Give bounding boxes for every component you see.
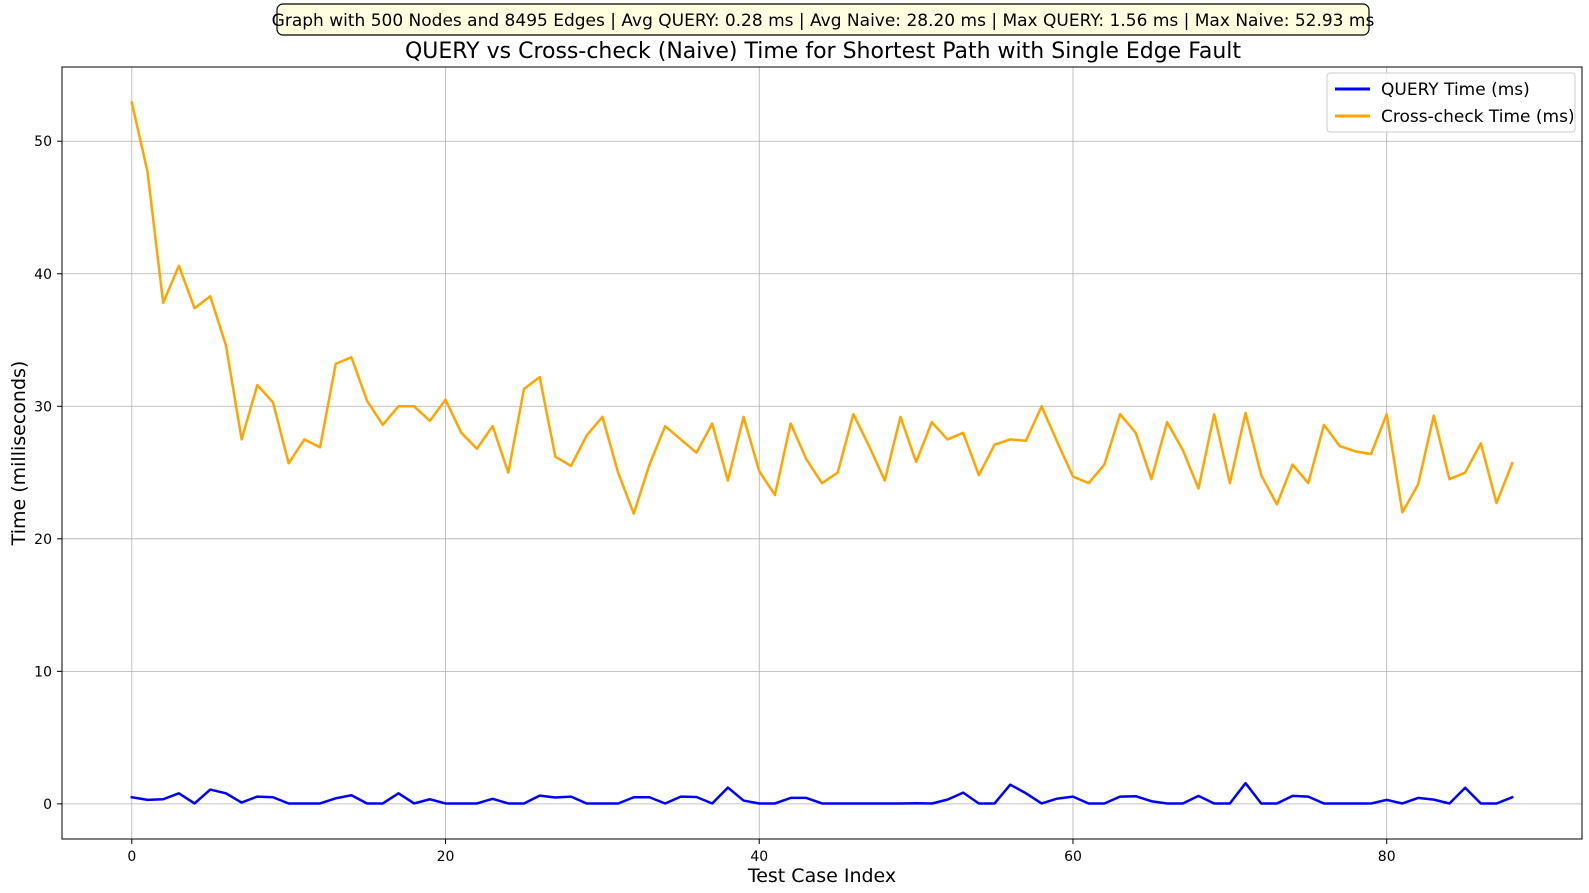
- x-axis-label: Test Case Index: [747, 865, 896, 887]
- crosscheck-time-line: [130, 100, 1514, 515]
- series-lines: [130, 100, 1514, 805]
- x-tick-label-40: 40: [750, 849, 768, 865]
- y-tick-label-10: 10: [34, 664, 52, 680]
- x-axis-ticks: 0 20 40 60 80: [127, 839, 1396, 865]
- y-axis-ticks: 0 10 20 30 40 50: [34, 134, 62, 813]
- plot-frame: [61, 66, 1583, 840]
- y-tick-label-20: 20: [34, 532, 52, 548]
- x-tick-label-0: 0: [127, 849, 136, 865]
- x-tick-label-60: 60: [1064, 849, 1082, 865]
- y-tick-label-40: 40: [34, 267, 52, 283]
- summary-box-frame: [276, 3, 1370, 36]
- summary-text: Graph with 500 Nodes and 8495 Edges | Av…: [272, 11, 1375, 31]
- x-tick-label-20: 20: [437, 849, 455, 865]
- grid-lines: [62, 67, 1582, 839]
- legend-label-query: QUERY Time (ms): [1381, 80, 1530, 100]
- summary-box: Graph with 500 Nodes and 8495 Edges | Av…: [272, 3, 1375, 36]
- y-tick-label-0: 0: [43, 797, 52, 813]
- y-axis-label: Time (milliseconds): [8, 361, 30, 547]
- plot-area: [62, 67, 1582, 839]
- chart-title: QUERY vs Cross-check (Naive) Time for Sh…: [405, 39, 1241, 64]
- y-tick-label-30: 30: [34, 399, 52, 415]
- query-time-line: [130, 781, 1514, 805]
- x-tick-label-80: 80: [1378, 849, 1396, 865]
- y-tick-label-50: 50: [34, 134, 52, 150]
- legend-label-crosscheck: Cross-check Time (ms): [1381, 107, 1575, 127]
- legend: QUERY Time (ms) Cross-check Time (ms): [1326, 72, 1576, 133]
- legend-frame: [1326, 72, 1576, 133]
